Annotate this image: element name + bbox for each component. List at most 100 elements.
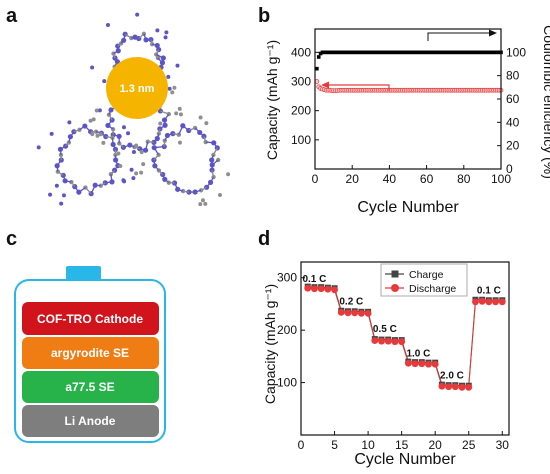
atom-dot	[102, 79, 107, 84]
atom-dot	[135, 12, 140, 17]
x-tick-label: 15	[395, 438, 409, 452]
layer-argyrodite: argyrodite SE	[22, 337, 159, 369]
atom-dot	[113, 157, 119, 163]
atom-dot	[110, 141, 116, 148]
atom-dot	[90, 65, 95, 70]
atom-dot	[214, 145, 220, 151]
efficiency-point	[480, 50, 485, 55]
atom-dot	[177, 106, 182, 111]
discharge-point	[485, 298, 493, 306]
atom-dot	[209, 162, 215, 168]
panel-b-ticks: 0 20 40 60 80 100 100 200 300 400 0 20 40 60 80 100	[291, 45, 526, 186]
atom-dot	[141, 162, 146, 167]
atom-dot	[178, 112, 183, 117]
x-tick-label: 40	[383, 172, 397, 186]
efficiency-point	[335, 50, 340, 55]
efficiency-point	[339, 50, 343, 55]
y-tick-label: 100	[277, 376, 297, 390]
atom-dot	[134, 171, 139, 176]
atom-dot	[172, 85, 177, 90]
efficiency-point	[484, 50, 488, 55]
y-tick-label: 300	[277, 271, 297, 285]
atom-dot	[177, 140, 182, 145]
layer-a775: a77.5 SE	[22, 371, 159, 403]
efficiency-point	[372, 50, 377, 55]
atom-dot	[131, 150, 136, 155]
y2-tick-label: 100	[506, 45, 526, 59]
atom-dot	[105, 23, 110, 28]
efficiency-point	[462, 50, 466, 55]
efficiency-point	[422, 50, 427, 55]
legend-charge-label: Charge	[409, 269, 444, 281]
panel-d-xlabel: Cycle Number	[354, 451, 456, 468]
efficiency-point	[495, 50, 500, 55]
atom-dot	[36, 145, 41, 150]
efficiency-point	[348, 50, 353, 55]
efficiency-point	[463, 50, 468, 55]
efficiency-point	[448, 50, 453, 55]
efficiency-point	[316, 55, 321, 59]
efficiency-point	[385, 50, 390, 55]
atom-dot	[160, 55, 166, 61]
discharge-point	[357, 309, 365, 317]
rate-label: 2.0 C	[440, 370, 464, 381]
panel-b-letter: b	[258, 5, 270, 27]
efficiency-point	[458, 50, 462, 55]
atom-dot	[163, 35, 168, 40]
efficiency-point	[395, 50, 399, 55]
discharge-point	[431, 360, 439, 368]
efficiency-point	[376, 50, 381, 55]
rate-label: 0.5 C	[373, 324, 397, 335]
x-tick-label: 0	[298, 438, 305, 452]
legend-charge-square-icon	[391, 270, 399, 278]
efficiency-point	[333, 50, 338, 55]
efficiency-point	[443, 50, 447, 55]
x-tick-label: 80	[457, 172, 471, 186]
pore-circle	[106, 57, 168, 119]
discharge-point	[465, 383, 473, 391]
atom-dot	[122, 179, 127, 184]
discharge-point	[398, 338, 406, 346]
efficiency-point	[359, 50, 364, 55]
efficiency-point	[491, 50, 496, 55]
rate-label: 0.2 C	[339, 296, 363, 307]
efficiency-point	[326, 50, 330, 55]
panel-d-marks: 0.1 C 0.2 C 0.5 C 1.0 C 2.0 C 0.1 C	[302, 274, 506, 391]
discharge-point	[337, 308, 345, 316]
efficiency-point	[417, 50, 421, 55]
efficiency-point	[486, 50, 490, 55]
atom-dot	[129, 167, 134, 172]
discharge-point	[445, 383, 453, 391]
discharge-point	[418, 360, 426, 368]
battery-terminal	[66, 266, 101, 280]
x-tick-label: 10	[361, 438, 375, 452]
efficiency-point	[478, 50, 483, 55]
efficiency-point	[383, 50, 388, 55]
atom-dot	[203, 201, 208, 206]
discharge-point	[331, 286, 338, 294]
legend-discharge-label: Discharge	[409, 283, 456, 295]
efficiency-point	[482, 50, 487, 55]
legend-discharge-circle-icon	[391, 284, 399, 292]
atom-dot	[54, 183, 59, 188]
atom-dot	[204, 121, 209, 126]
efficiency-point	[342, 50, 347, 55]
efficiency-point	[367, 50, 371, 55]
panel-c-letter: c	[6, 228, 17, 250]
efficiency-point	[354, 50, 358, 55]
discharge-point	[317, 285, 325, 293]
discharge-point	[498, 298, 506, 306]
efficiency-point	[406, 50, 410, 55]
atom-dot	[155, 28, 160, 33]
efficiency-point	[357, 50, 362, 55]
atom-dot	[88, 118, 93, 123]
atom-dot	[192, 189, 198, 195]
discharge-point	[438, 382, 446, 390]
efficiency-point	[465, 50, 470, 55]
efficiency-point	[387, 50, 392, 55]
efficiency-point	[467, 50, 472, 55]
efficiency-point	[432, 50, 436, 55]
efficiency-point	[450, 50, 455, 55]
atom-dot	[90, 132, 95, 137]
x-tick-label: 20	[429, 438, 443, 452]
